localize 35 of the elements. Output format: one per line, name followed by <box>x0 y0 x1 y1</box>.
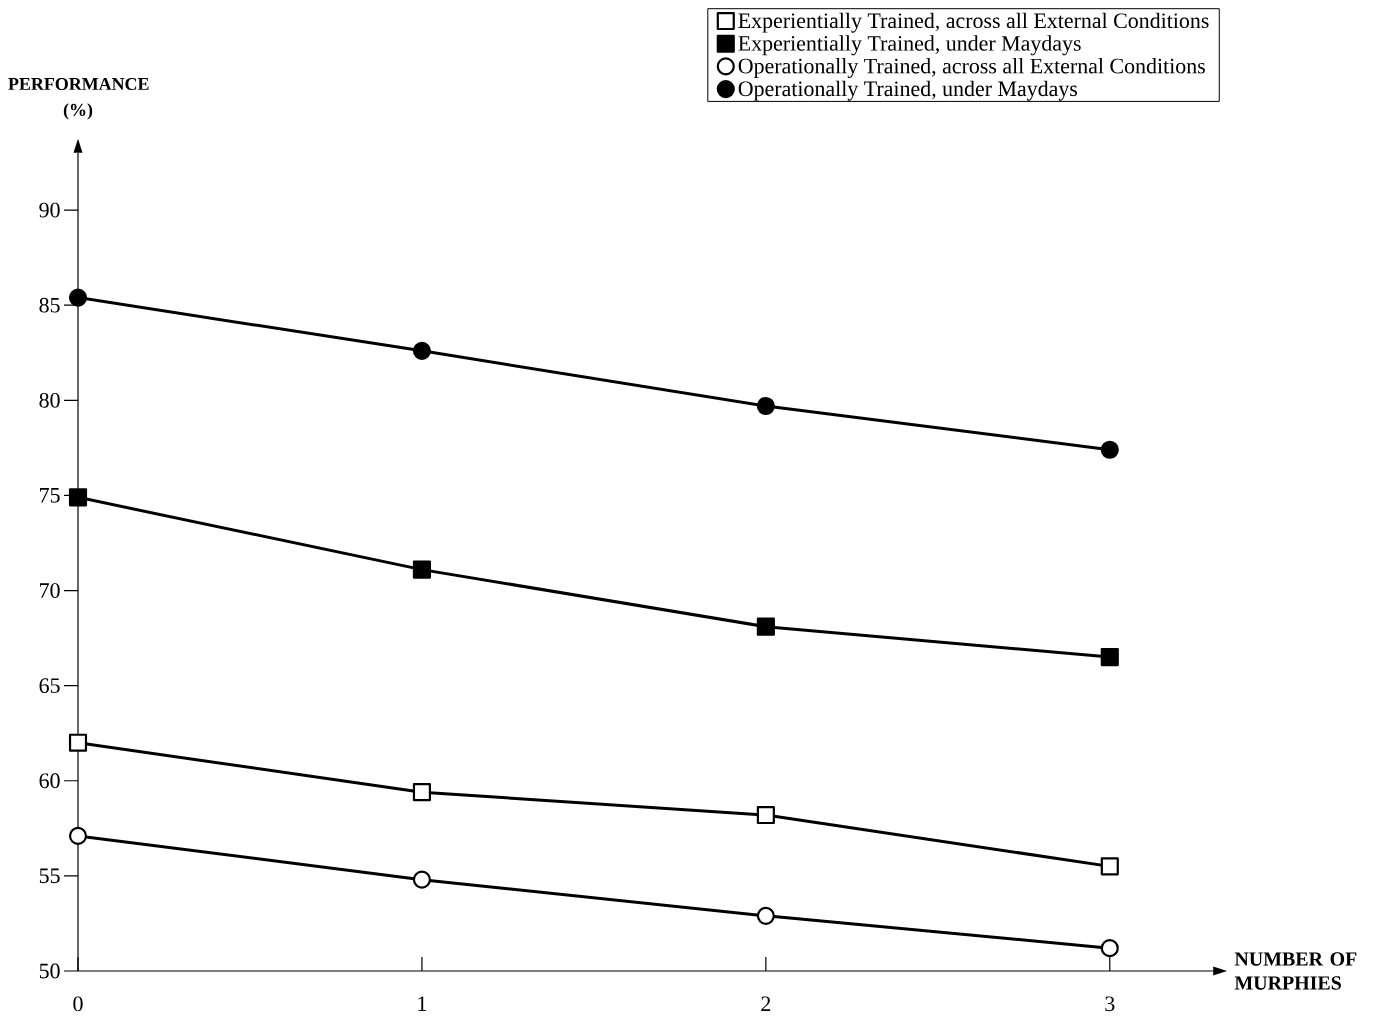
point <box>1100 440 1119 459</box>
x-tick-label: 0 <box>73 996 83 1012</box>
point <box>1100 648 1119 667</box>
point <box>68 488 88 507</box>
point <box>68 733 88 752</box>
x-tick-label: 1 <box>418 996 427 1011</box>
point <box>412 783 431 802</box>
legend-label: Experientially Trained, under Maydays <box>738 35 1081 56</box>
y-tick-label: 55 <box>39 868 60 884</box>
x-tick-label: 3 <box>1105 996 1115 1012</box>
y-tick-label: 85 <box>39 297 60 313</box>
y-tick-label: 65 <box>39 678 60 694</box>
point <box>68 288 88 307</box>
y-axis-title: PERFORMANCE (%) <box>8 77 149 120</box>
legend-label: Experientially Trained, across all External Conditions <box>738 12 1209 33</box>
y-tick-label: 70 <box>40 583 60 598</box>
point <box>1100 857 1119 876</box>
x-axis-title: NUMBER OF MURPHIES <box>1234 952 1357 990</box>
point <box>756 906 775 925</box>
point <box>756 617 775 636</box>
y-tick-label: 60 <box>39 773 60 789</box>
legend-label: Operationally Trained, under Maydays <box>738 80 1078 101</box>
point <box>756 396 775 416</box>
y-tick-label: 75 <box>40 488 60 503</box>
y-tick-label: 50 <box>39 963 60 979</box>
x-tick-label: 2 <box>761 996 771 1011</box>
point <box>412 560 431 579</box>
y-tick-label: 80 <box>39 392 60 408</box>
point <box>412 870 431 889</box>
y-tick-label: 90 <box>39 202 60 218</box>
point <box>1100 939 1119 958</box>
point <box>412 341 431 360</box>
point <box>756 805 775 825</box>
point <box>68 826 88 845</box>
legend-label: Operationally Trained, across all External Conditions <box>738 58 1205 78</box>
